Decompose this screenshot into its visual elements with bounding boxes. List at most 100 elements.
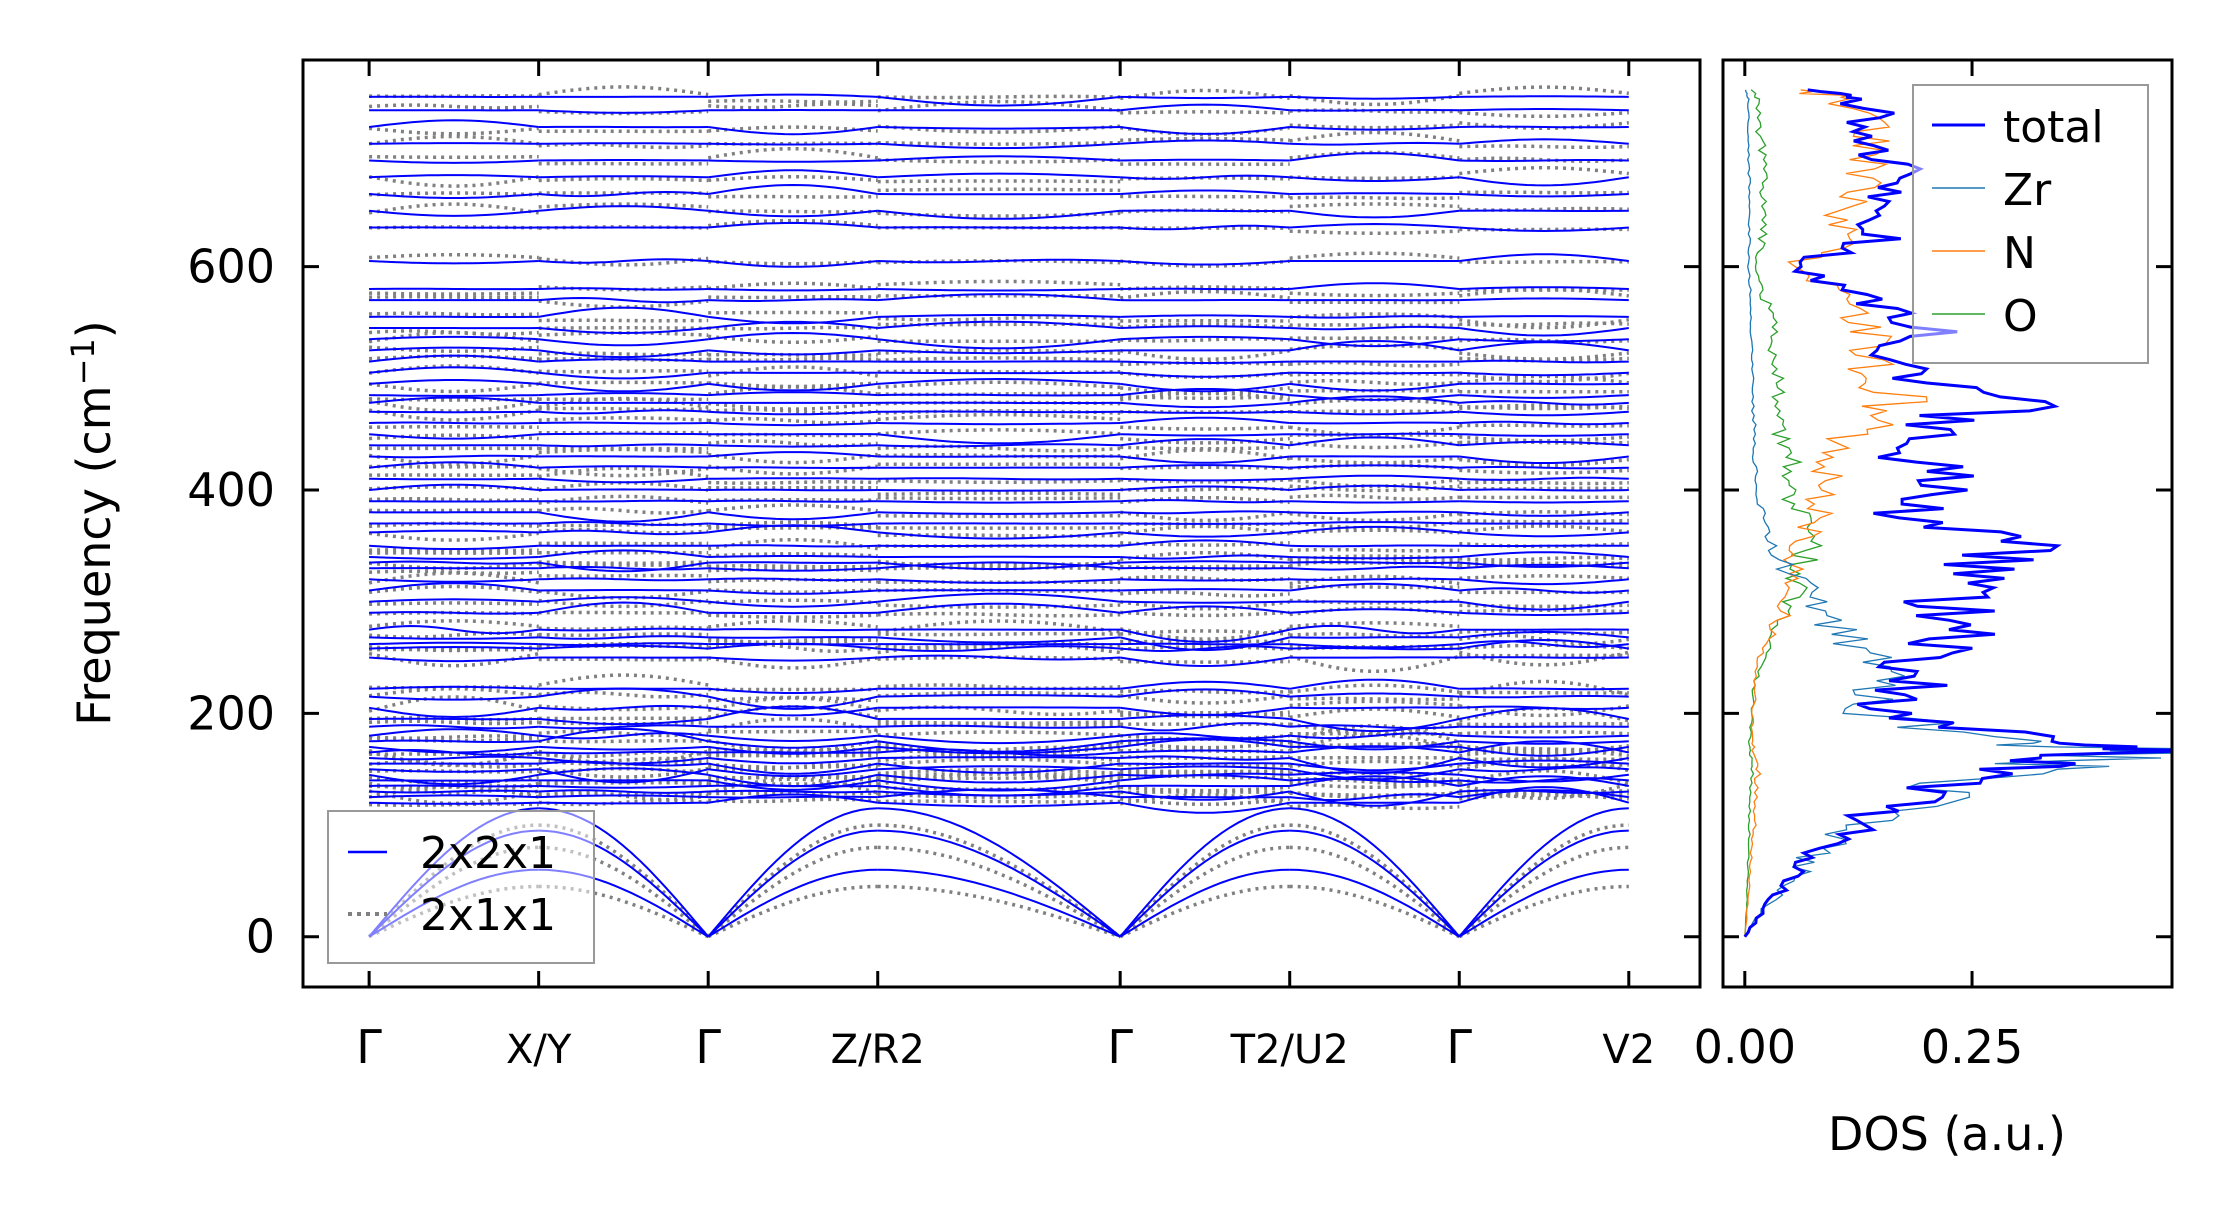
2x2x1-acoustic-branch bbox=[877, 807, 1121, 938]
2x2x1-band-line bbox=[369, 529, 539, 534]
2x2x1-band-line bbox=[1120, 795, 1290, 799]
2x2x1-band-line bbox=[877, 320, 1121, 329]
2x2x1-band-line bbox=[1120, 645, 1290, 653]
dos-axes-frame bbox=[1721, 58, 2174, 989]
2x2x1-band-line bbox=[1459, 359, 1629, 364]
2x2x1-band-line bbox=[1459, 341, 1629, 352]
2x2x1-band-line bbox=[1120, 578, 1290, 582]
2x2x1-band-line bbox=[708, 93, 878, 98]
2x2x1-band-line bbox=[1120, 722, 1290, 732]
2x2x1-band-line bbox=[369, 685, 539, 690]
2x2x1-band-line bbox=[877, 422, 1121, 426]
2x1x1-band-line bbox=[1289, 440, 1460, 450]
2x2x1-band-line bbox=[708, 656, 878, 662]
2x2x1-band-line bbox=[877, 443, 1121, 448]
2x2x1-band-line bbox=[1289, 108, 1460, 112]
2x1x1-band-line bbox=[1289, 654, 1460, 674]
2x2x1-band-line bbox=[707, 695, 878, 710]
2x2x1-band-line bbox=[877, 126, 1121, 130]
2x2x1-band-line bbox=[538, 601, 709, 614]
2x2x1-band-line bbox=[1459, 488, 1629, 492]
2x2x1-band-line bbox=[1459, 600, 1629, 611]
2x1x1-band-line bbox=[538, 176, 709, 183]
2x1x1-acoustic-branch bbox=[538, 845, 710, 939]
2x1x1-band-line bbox=[1459, 518, 1629, 524]
2x2x1-band-line bbox=[708, 466, 878, 469]
2x2x1-band-line bbox=[877, 455, 1121, 458]
2x2x1-band-line bbox=[708, 349, 878, 356]
2x1x1-band-line bbox=[877, 279, 1121, 287]
2x2x1-band-line bbox=[708, 451, 878, 458]
2x2x1-band-line bbox=[877, 756, 1121, 759]
2x2x1-band-line bbox=[1289, 382, 1460, 392]
2x2x1-band-line bbox=[877, 773, 1121, 784]
2x2x1-band-line bbox=[369, 346, 539, 352]
2x2x1-band-line bbox=[877, 338, 1121, 350]
2x1x1-band-line bbox=[1289, 229, 1460, 235]
2x1x1-band-line bbox=[369, 291, 539, 296]
2x2x1-band-line bbox=[1289, 209, 1460, 219]
2x2x1-band-line bbox=[369, 636, 539, 640]
2x2x1-band-line bbox=[877, 636, 1121, 644]
2x1x1-band-line bbox=[1289, 360, 1460, 368]
2x2x1-band-line bbox=[368, 119, 539, 128]
2x2x1-band-line bbox=[538, 477, 709, 484]
2x2x1-band-line bbox=[1120, 656, 1290, 668]
2x1x1-band-line bbox=[368, 329, 539, 336]
2x1x1-band-line bbox=[538, 406, 709, 412]
2x2x1-band-line bbox=[708, 382, 878, 392]
band-structure-plot bbox=[367, 85, 1630, 939]
2x2x1-band-line bbox=[1289, 282, 1460, 290]
2x1x1-band-line bbox=[877, 619, 1121, 634]
2x2x1-band-line bbox=[877, 602, 1121, 614]
2x2x1-band-line bbox=[369, 724, 539, 730]
2x1x1-band-line bbox=[708, 564, 878, 569]
2x1x1-band-line bbox=[368, 399, 540, 413]
2x2x1-band-line bbox=[1289, 718, 1460, 733]
2x2x1-band-line bbox=[1289, 740, 1460, 751]
2x1x1-band-line bbox=[1119, 524, 1290, 536]
2x1x1-band-line bbox=[1459, 690, 1629, 695]
2x1x1-band-line bbox=[877, 187, 1121, 193]
2x2x1-band-line bbox=[708, 169, 878, 179]
2x2x1-band-line bbox=[1120, 464, 1290, 469]
2x2x1-band-line bbox=[1120, 388, 1290, 397]
2x2x1-band-line bbox=[1120, 588, 1290, 592]
2x1x1-band-line bbox=[877, 771, 1121, 779]
dos-n-line bbox=[1744, 89, 1928, 937]
2x2x1-band-line bbox=[877, 209, 1121, 220]
2x1x1-band-line bbox=[1289, 130, 1460, 143]
2x2x1-band-line bbox=[1120, 158, 1290, 162]
2x1x1-band-line bbox=[1289, 202, 1460, 209]
2x2x1-band-line bbox=[1289, 706, 1460, 710]
2x1x1-band-line bbox=[877, 767, 1121, 776]
2x1x1-band-line bbox=[877, 496, 1121, 501]
2x2x1-band-line bbox=[1120, 605, 1290, 614]
2x2x1-band-line bbox=[1459, 476, 1629, 481]
2x1x1-band-line bbox=[1120, 590, 1290, 598]
2x2x1-band-line bbox=[1120, 706, 1290, 716]
2x2x1-band-line bbox=[538, 358, 709, 363]
2x2x1-band-line bbox=[1120, 755, 1290, 761]
2x1x1-band-line bbox=[538, 380, 709, 385]
2x2x1-band-line bbox=[1289, 768, 1460, 781]
2x2x1-band-line bbox=[877, 410, 1121, 414]
2x2x1-band-line bbox=[369, 209, 539, 217]
2x2x1-band-line bbox=[538, 718, 709, 726]
2x2x1-band-line bbox=[538, 529, 709, 536]
2x2x1-band-line bbox=[1289, 582, 1460, 592]
2x2x1-band-line bbox=[1289, 608, 1460, 614]
2x2x1-acoustic-branch bbox=[1119, 807, 1290, 938]
2x2x1-band-line bbox=[368, 354, 539, 363]
2x1x1-band-line bbox=[368, 382, 539, 394]
legend-label-o: O bbox=[2003, 291, 2038, 342]
2x2x1-band-line bbox=[1459, 193, 1629, 198]
2x1x1-band-line bbox=[1289, 291, 1460, 298]
2x1x1-band-line bbox=[1459, 721, 1629, 727]
2x2x1-band-line bbox=[369, 394, 539, 397]
2x1x1-band-line bbox=[538, 369, 709, 374]
2x1x1-band-line bbox=[1120, 770, 1290, 775]
2x2x1-band-line bbox=[1120, 485, 1290, 491]
2x2x1-band-line bbox=[877, 561, 1121, 570]
2x2x1-band-line bbox=[1459, 611, 1629, 616]
